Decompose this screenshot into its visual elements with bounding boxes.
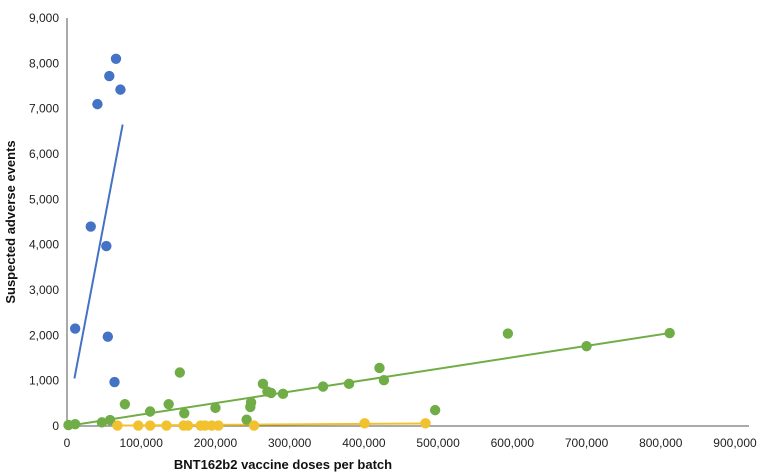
y-tick-label: 5,000 xyxy=(29,192,59,206)
scatter-point-series-1 xyxy=(115,84,126,95)
scatter-point-series-2 xyxy=(174,367,186,378)
x-tick-label: 400,000 xyxy=(342,436,386,450)
scatter-point-series-3 xyxy=(161,420,172,431)
y-tick-label: 4,000 xyxy=(29,238,59,252)
scatter-point-series-1 xyxy=(104,70,115,82)
y-tick-label: 7,000 xyxy=(29,102,59,116)
y-tick-label: 0 xyxy=(52,419,59,433)
scatter-point-series-2 xyxy=(241,414,252,425)
x-tick-label: 500,000 xyxy=(416,436,460,450)
scatter-point-series-3 xyxy=(144,420,156,431)
scatter-point-series-3 xyxy=(359,418,370,429)
scatter-point-series-1 xyxy=(102,331,114,342)
scatter-point-series-3 xyxy=(133,420,144,431)
x-tick-label: 700,000 xyxy=(565,436,609,450)
y-tick-labels: 0 1,000 2,000 3,000 4,000 5,000 6,000 7,000 8,00… xyxy=(29,11,59,433)
scatter-point-series-2 xyxy=(163,399,174,410)
scatter-point-series-3 xyxy=(213,420,224,431)
scatter-point-series-2 xyxy=(210,402,221,414)
x-tick-labels: 0 100,000 200,000 300,000 400,000 500,000 600,… xyxy=(64,436,757,450)
y-tick-label: 9,000 xyxy=(29,11,59,25)
scatter-point-series-2 xyxy=(277,388,289,400)
y-axis-title: Suspected adverse events xyxy=(3,140,18,303)
x-tick-label: 600,000 xyxy=(491,436,535,450)
scatter-point-series-1 xyxy=(109,376,120,388)
scatter-point-series-2 xyxy=(374,362,385,374)
y-tick-label: 8,000 xyxy=(29,56,59,70)
x-tick-label: 100,000 xyxy=(120,436,164,450)
y-tick-label: 2,000 xyxy=(29,328,59,342)
scatter-point-series-3 xyxy=(112,420,123,431)
scatter-point-series-2 xyxy=(429,404,441,416)
scatter-point-series-1 xyxy=(101,240,112,252)
y-tick-label: 6,000 xyxy=(29,147,59,161)
trendlines xyxy=(66,124,670,427)
y-tick-label: 1,000 xyxy=(29,374,59,388)
x-tick-label: 0 xyxy=(64,436,71,450)
scatter-point-series-2 xyxy=(69,418,81,430)
trendline-series-2 xyxy=(66,332,670,427)
scatter-point-series-2 xyxy=(317,381,329,392)
scatter-point-series-2 xyxy=(144,406,156,417)
y-tick-label: 3,000 xyxy=(29,283,59,297)
scatter-point-series-3 xyxy=(248,420,260,431)
scatter-point-series-1 xyxy=(110,53,122,64)
scatter-point-series-2 xyxy=(257,378,269,390)
scatter-point-series-2 xyxy=(119,399,131,410)
scatter-point-series-1 xyxy=(92,98,103,110)
x-axis-title: BNT162b2 vaccine doses per batch xyxy=(174,457,392,472)
scatter-point-series-1 xyxy=(85,221,96,232)
scatter-point-series-2 xyxy=(378,375,390,386)
scatter-point-series-1 xyxy=(69,323,81,334)
scatter-point-series-3 xyxy=(182,420,194,431)
scatter-point-series-2 xyxy=(245,397,257,408)
scatter-point-series-2 xyxy=(664,327,675,339)
x-tick-label: 900,000 xyxy=(713,436,757,450)
scatter-point-series-2 xyxy=(581,341,592,352)
data-points xyxy=(63,53,675,431)
scatter-point-series-3 xyxy=(420,418,431,429)
x-tick-label: 300,000 xyxy=(268,436,312,450)
scatter-point-series-2 xyxy=(502,328,514,339)
scatter-point-series-2 xyxy=(265,387,277,399)
trendline-series-1 xyxy=(73,124,124,379)
scatter-point-series-2 xyxy=(96,417,108,428)
x-tick-label: 800,000 xyxy=(639,436,683,450)
scatter-point-series-2 xyxy=(343,378,355,390)
x-tick-label: 200,000 xyxy=(194,436,238,450)
scatter-point-series-2 xyxy=(179,408,190,419)
scatter-point-series-2 xyxy=(104,414,116,426)
